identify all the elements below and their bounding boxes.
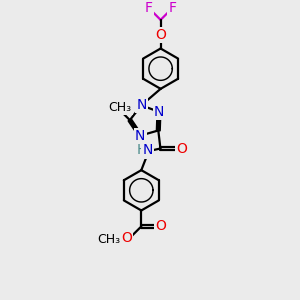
Text: O: O bbox=[176, 142, 187, 155]
Text: H: H bbox=[136, 143, 146, 157]
Text: CH₃: CH₃ bbox=[97, 233, 120, 246]
Text: O: O bbox=[121, 231, 132, 245]
Text: F: F bbox=[145, 1, 153, 15]
Text: N: N bbox=[154, 105, 164, 119]
Text: F: F bbox=[168, 1, 176, 15]
Text: O: O bbox=[155, 219, 166, 233]
Text: N: N bbox=[142, 143, 153, 158]
Text: CH₃: CH₃ bbox=[109, 101, 132, 114]
Text: N: N bbox=[135, 129, 146, 142]
Text: N: N bbox=[136, 98, 147, 112]
Text: O: O bbox=[155, 28, 166, 42]
